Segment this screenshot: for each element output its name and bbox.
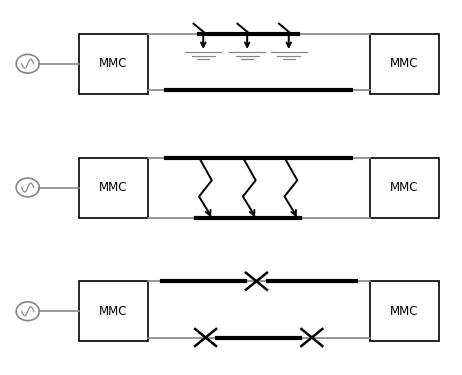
Bar <box>79 158 148 218</box>
Text: MMC: MMC <box>99 57 128 70</box>
Text: MMC: MMC <box>99 305 128 318</box>
Text: MMC: MMC <box>390 305 419 318</box>
Bar <box>370 281 439 341</box>
Text: MMC: MMC <box>99 181 128 194</box>
Bar <box>370 34 439 94</box>
Bar <box>370 158 439 218</box>
Bar <box>79 34 148 94</box>
Bar <box>79 281 148 341</box>
Text: MMC: MMC <box>390 181 419 194</box>
Text: MMC: MMC <box>390 57 419 70</box>
